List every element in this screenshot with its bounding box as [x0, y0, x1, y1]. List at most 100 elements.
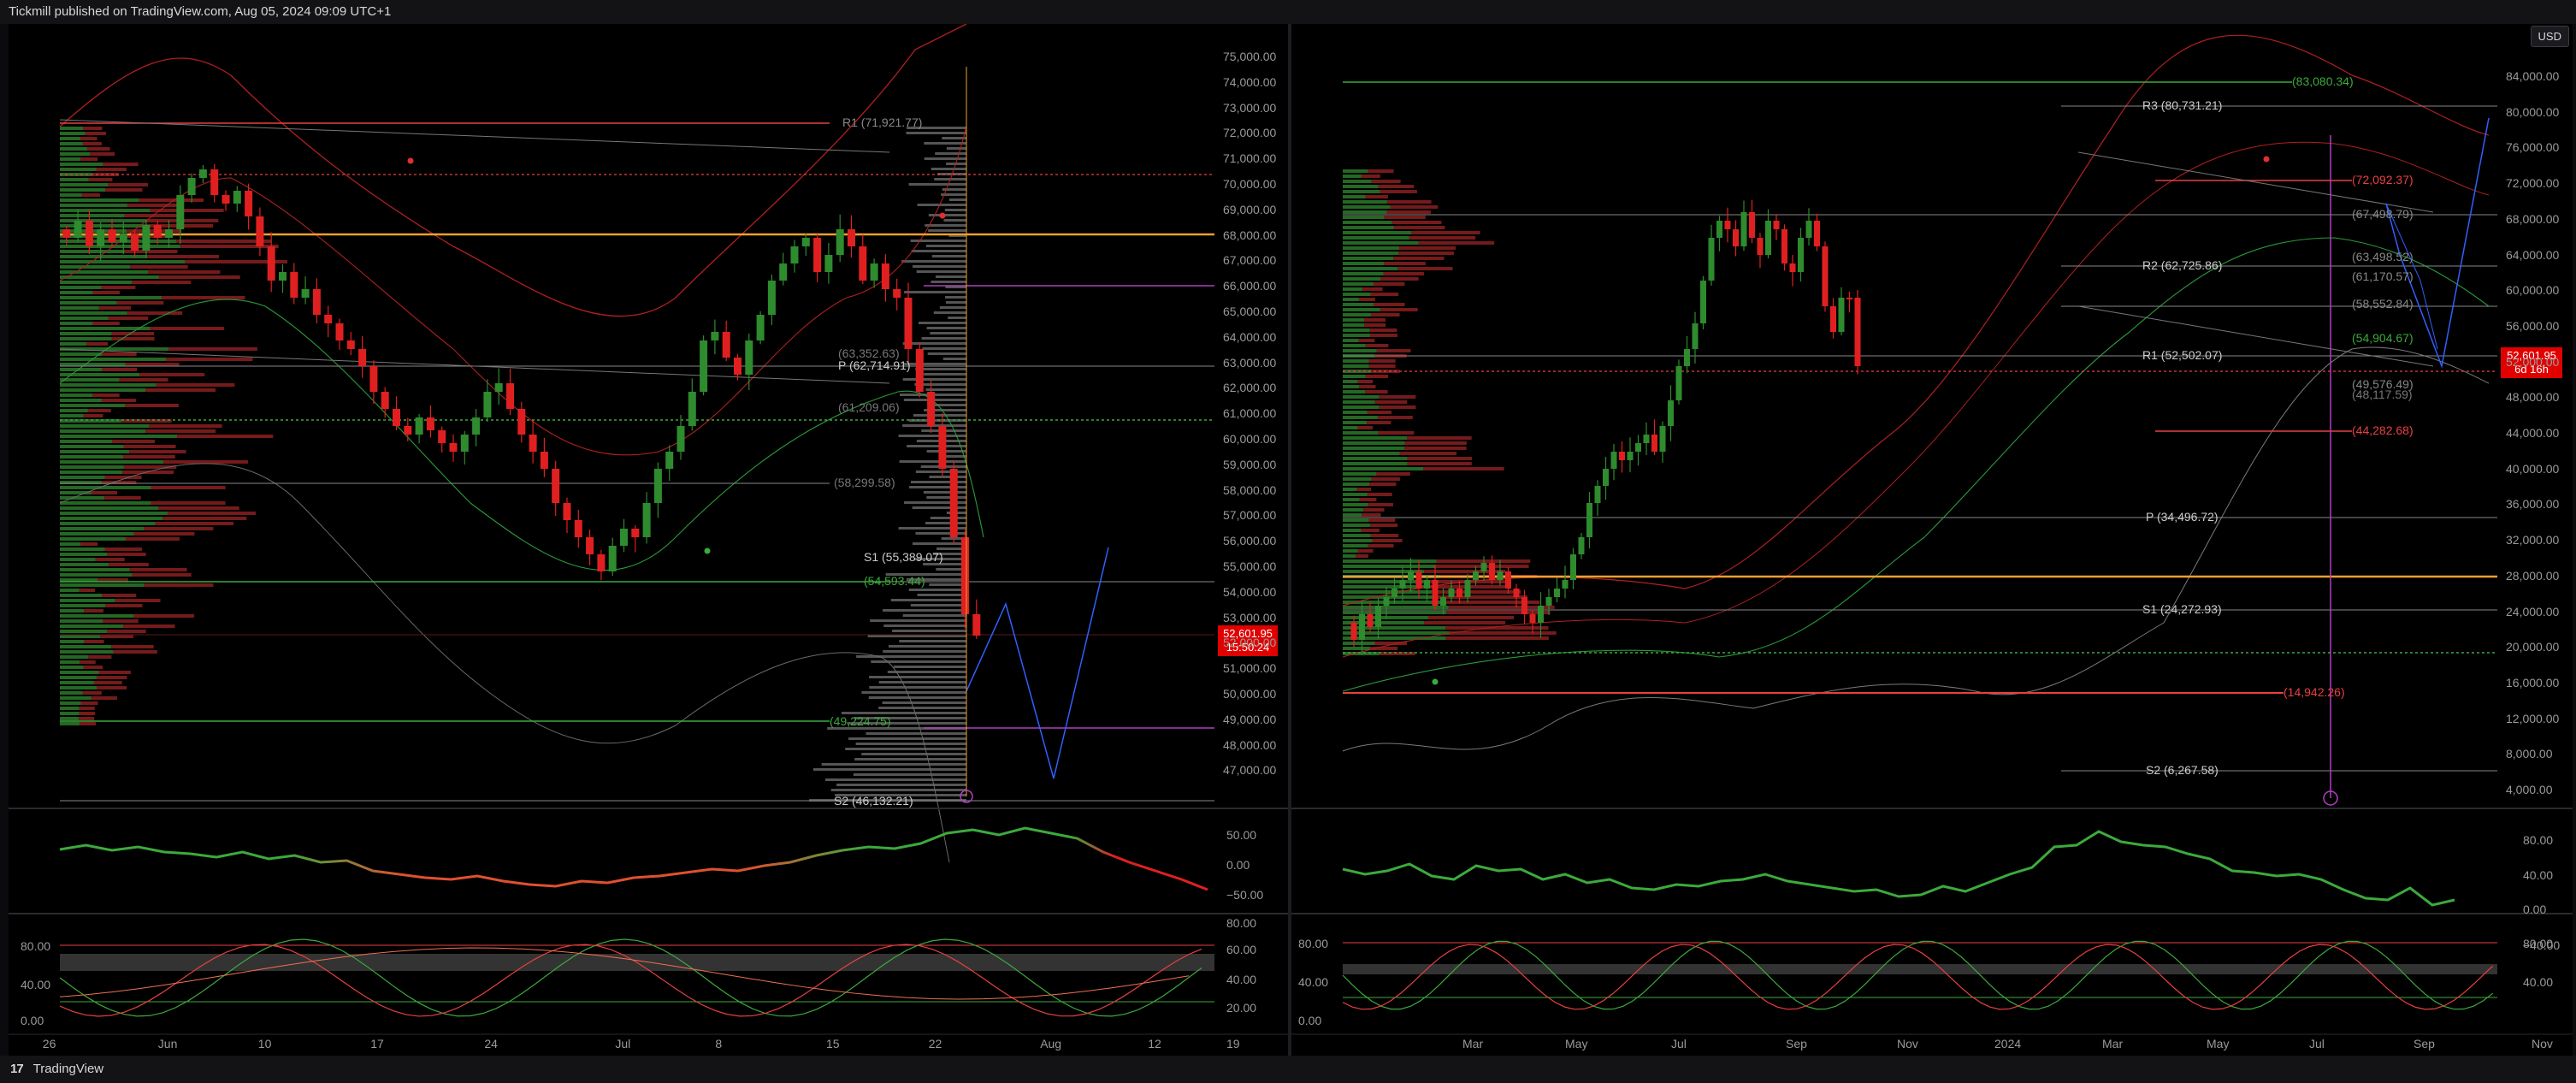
right-pivot-label: (61,170.57)	[2352, 269, 2414, 283]
right-chart-panel[interactable]: (83,080.34) R3 (80,731.21) (72,092.37) (67,…	[1291, 24, 2573, 1056]
candle-body	[85, 221, 93, 246]
right-price-tick: 40,000.00	[2506, 461, 2560, 476]
tradingview-logo[interactable]: 17	[10, 1062, 24, 1076]
left-pivot-label: P (62,714.91)	[838, 358, 911, 372]
candle-body	[1781, 229, 1787, 263]
candle-body	[335, 323, 344, 340]
candle-body	[279, 272, 287, 281]
left-last-price: 52,601.95	[1223, 627, 1273, 640]
candle-body	[870, 263, 878, 281]
left-price-tick: 57,000.00	[1223, 508, 1277, 523]
candle-body	[631, 529, 640, 537]
right-chart-canvas[interactable]: (83,080.34) R3 (80,731.21) (72,092.37) (67,…	[1291, 24, 2573, 1056]
left-pivot-label: R1 (71,921.77)	[842, 115, 922, 129]
candle-body	[779, 263, 788, 281]
candle-body	[198, 169, 207, 178]
left-time-tick: 26	[42, 1037, 56, 1050]
candle-body	[1757, 238, 1764, 255]
left-pivot-label: (63,352.63)	[838, 346, 900, 360]
candle-body	[529, 435, 537, 452]
right-pivot-label: R1 (52,502.07)	[2142, 348, 2222, 362]
right-time-tick: Sep	[2414, 1037, 2435, 1050]
candle-body	[517, 409, 526, 435]
left-price-tick: 54,000.00	[1223, 584, 1277, 599]
right-volume-profile	[1343, 169, 1557, 655]
candle-body	[1740, 212, 1747, 246]
candle-body	[176, 195, 185, 229]
right-candlesticks	[1350, 199, 1861, 655]
right-pivot-label: (49,576.49)	[2352, 377, 2414, 391]
candle-body	[1464, 580, 1471, 597]
candle-body	[1643, 435, 1650, 443]
candle-body	[790, 246, 799, 263]
candle-body	[540, 452, 548, 469]
right-price-tick: 60,000.00	[2506, 283, 2560, 298]
left-chart-panel[interactable]: R1 (71,921.77) (63,352.63) P (62,714.91) (6…	[9, 24, 1288, 1056]
candle-body	[972, 614, 981, 636]
candle-body	[813, 238, 822, 272]
left-pivot-label: S1 (55,389.07)	[864, 550, 943, 564]
right-last-price: 52,601.95	[2507, 349, 2556, 362]
left-rsi-tick: −50.00	[1226, 888, 1264, 902]
lightning-event-icon[interactable]	[960, 790, 973, 803]
candle-body	[859, 246, 867, 281]
candle-body	[1586, 503, 1592, 537]
candle-body	[665, 452, 674, 469]
right-price-tick: 52,000.00	[2506, 354, 2560, 369]
left-price-tick: 51,000.00	[1223, 661, 1277, 676]
left-price-tick: 49,000.00	[1223, 712, 1277, 726]
left-stoch-right-tick: 20.00	[1226, 1001, 1257, 1015]
right-pivot-label: (54,904.67)	[2352, 331, 2414, 345]
candle-body	[1733, 229, 1739, 246]
candle-body	[1830, 306, 1836, 332]
left-price-tick: 53,000.00	[1223, 610, 1277, 624]
candle-body	[1399, 580, 1406, 589]
candle-body	[574, 520, 582, 537]
candle-body	[1359, 614, 1365, 640]
right-pivot-label: (58,552.84)	[2352, 297, 2414, 311]
candle-body	[597, 554, 606, 571]
candle-body	[1456, 589, 1462, 597]
right-lower-band	[1342, 346, 2490, 752]
upper-band-outer	[59, 24, 967, 317]
candle-body	[358, 349, 367, 366]
candle-body	[393, 409, 400, 426]
right-time-tick: Jul	[2309, 1037, 2325, 1050]
right-price-tick: 76,000.00	[2506, 140, 2560, 155]
right-pivot-label: P (34,496.72)	[2146, 510, 2219, 524]
candle-body	[165, 229, 173, 238]
right-price-tick: 16,000.00	[2506, 675, 2560, 689]
left-time-tick: 12	[1148, 1037, 1161, 1050]
candle-body	[1424, 580, 1430, 589]
middle-band	[59, 299, 984, 571]
candle-body	[1814, 221, 1820, 246]
brand-name[interactable]: TradingView	[32, 1062, 104, 1076]
candle-body	[1724, 221, 1731, 229]
candle-body	[688, 392, 696, 426]
right-rsi-line	[1342, 830, 2455, 907]
left-chart-canvas[interactable]: R1 (71,921.77) (63,352.63)P (62,714.91) (6…	[9, 24, 1288, 1056]
candle-body	[415, 417, 423, 435]
right-pivot-label: (63,498.52)	[2352, 250, 2414, 263]
left-price-tick: 58,000.00	[1223, 482, 1277, 497]
currency-button[interactable]: USD	[2530, 26, 2569, 47]
candle-body	[1554, 589, 1560, 597]
candle-body	[1610, 452, 1617, 469]
left-time-tick: Jul	[615, 1037, 631, 1050]
left-rsi-tick: 50.00	[1226, 828, 1257, 842]
chart-divider[interactable]	[1288, 24, 1291, 1056]
candle-body	[1505, 571, 1511, 589]
candle-body	[620, 529, 628, 546]
candle-body	[1668, 400, 1674, 426]
right-lightning-event-icon[interactable]	[2323, 790, 2338, 806]
candle-body	[836, 229, 844, 255]
candle-body	[301, 289, 310, 298]
left-price-tick: 62,000.00	[1223, 381, 1277, 395]
left-price-tick: 56,000.00	[1223, 534, 1277, 548]
right-stoch-left-tick: 40.00	[1298, 975, 1329, 989]
right-price-tick: 56,000.00	[2506, 318, 2560, 333]
left-price-tick: 71,000.00	[1223, 151, 1277, 166]
right-price-tick: 20,000.00	[2506, 640, 2560, 654]
right-price-tick: 12,000.00	[2506, 711, 2560, 725]
candle-body	[801, 238, 810, 246]
